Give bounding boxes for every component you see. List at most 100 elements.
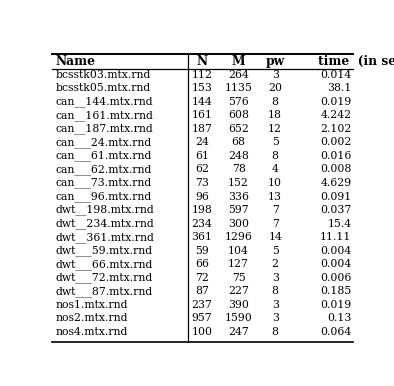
Text: 1590: 1590 [225, 313, 253, 323]
Text: 68: 68 [232, 137, 245, 147]
Text: 100: 100 [191, 327, 212, 337]
Text: can___61.mtx.rnd: can___61.mtx.rnd [55, 151, 152, 161]
Text: can___62.mtx.rnd: can___62.mtx.rnd [55, 164, 152, 175]
Text: 1135: 1135 [225, 83, 253, 93]
Text: M: M [232, 55, 245, 68]
Text: can___96.mtx.rnd: can___96.mtx.rnd [55, 191, 152, 202]
Text: 20: 20 [268, 83, 282, 93]
Text: 3: 3 [272, 300, 279, 310]
Text: 576: 576 [228, 97, 249, 107]
Text: 3: 3 [272, 70, 279, 80]
Text: 0.008: 0.008 [320, 164, 351, 174]
Text: 15.4: 15.4 [327, 218, 351, 229]
Text: can__161.mtx.rnd: can__161.mtx.rnd [55, 110, 153, 121]
Text: 0.037: 0.037 [320, 205, 351, 215]
Text: 390: 390 [228, 300, 249, 310]
Text: 59: 59 [195, 246, 209, 256]
Text: 957: 957 [191, 313, 212, 323]
Text: 62: 62 [195, 164, 209, 174]
Text: 75: 75 [232, 273, 245, 283]
Text: 0.016: 0.016 [320, 151, 351, 161]
Text: 0.006: 0.006 [320, 273, 351, 283]
Text: 8: 8 [272, 327, 279, 337]
Text: 96: 96 [195, 191, 209, 201]
Text: 0.002: 0.002 [320, 137, 351, 147]
Text: 361: 361 [191, 232, 212, 242]
Text: 187: 187 [191, 124, 212, 134]
Text: nos2.mtx.rnd: nos2.mtx.rnd [55, 313, 128, 323]
Text: 336: 336 [228, 191, 249, 201]
Text: 0.019: 0.019 [320, 300, 351, 310]
Text: bcsstk03.mtx.rnd: bcsstk03.mtx.rnd [55, 70, 151, 80]
Text: dwt__198.mtx.rnd: dwt__198.mtx.rnd [55, 205, 154, 215]
Text: 127: 127 [228, 259, 249, 269]
Text: can___24.mtx.rnd: can___24.mtx.rnd [55, 137, 152, 148]
Text: N: N [196, 55, 208, 68]
Text: 652: 652 [228, 124, 249, 134]
Text: dwt___59.mtx.rnd: dwt___59.mtx.rnd [55, 245, 152, 256]
Text: 4.242: 4.242 [320, 110, 351, 120]
Text: time  (in sec.): time (in sec.) [318, 55, 394, 68]
Text: nos1.mtx.rnd: nos1.mtx.rnd [55, 300, 128, 310]
Text: 13: 13 [268, 191, 282, 201]
Text: pw: pw [266, 55, 285, 68]
Text: 2.102: 2.102 [320, 124, 351, 134]
Text: 152: 152 [228, 178, 249, 188]
Text: 72: 72 [195, 273, 209, 283]
Text: 198: 198 [191, 205, 212, 215]
Text: 0.091: 0.091 [320, 191, 351, 201]
Text: dwt___66.mtx.rnd: dwt___66.mtx.rnd [55, 259, 153, 269]
Text: 2: 2 [272, 259, 279, 269]
Text: dwt__234.mtx.rnd: dwt__234.mtx.rnd [55, 218, 154, 229]
Text: 161: 161 [191, 110, 212, 120]
Text: 12: 12 [268, 124, 282, 134]
Text: 8: 8 [272, 151, 279, 161]
Text: 10: 10 [268, 178, 282, 188]
Text: 8: 8 [272, 286, 279, 296]
Text: 11.11: 11.11 [320, 232, 351, 242]
Text: 0.004: 0.004 [320, 259, 351, 269]
Text: can___73.mtx.rnd: can___73.mtx.rnd [55, 178, 152, 188]
Text: 264: 264 [228, 70, 249, 80]
Text: 597: 597 [228, 205, 249, 215]
Text: 3: 3 [272, 273, 279, 283]
Text: 14: 14 [268, 232, 282, 242]
Text: 0.014: 0.014 [320, 70, 351, 80]
Text: 3: 3 [272, 313, 279, 323]
Text: 8: 8 [272, 97, 279, 107]
Text: 4: 4 [272, 164, 279, 174]
Text: 24: 24 [195, 137, 209, 147]
Text: nos4.mtx.rnd: nos4.mtx.rnd [55, 327, 128, 337]
Text: dwt___72.mtx.rnd: dwt___72.mtx.rnd [55, 273, 152, 283]
Text: 78: 78 [232, 164, 245, 174]
Text: 227: 227 [228, 286, 249, 296]
Text: 5: 5 [272, 137, 279, 147]
Text: 18: 18 [268, 110, 282, 120]
Text: 234: 234 [191, 218, 212, 229]
Text: 153: 153 [191, 83, 212, 93]
Text: Name: Name [55, 55, 95, 68]
Text: 0.185: 0.185 [320, 286, 351, 296]
Text: can__187.mtx.rnd: can__187.mtx.rnd [55, 124, 153, 134]
Text: 144: 144 [191, 97, 212, 107]
Text: 104: 104 [228, 246, 249, 256]
Text: dwt___87.mtx.rnd: dwt___87.mtx.rnd [55, 286, 152, 297]
Text: 38.1: 38.1 [327, 83, 351, 93]
Text: 61: 61 [195, 151, 209, 161]
Text: 237: 237 [191, 300, 212, 310]
Text: 5: 5 [272, 246, 279, 256]
Text: 1296: 1296 [225, 232, 253, 242]
Text: bcsstk05.mtx.rnd: bcsstk05.mtx.rnd [55, 83, 151, 93]
Text: 73: 73 [195, 178, 209, 188]
Text: 66: 66 [195, 259, 209, 269]
Text: 247: 247 [228, 327, 249, 337]
Text: 608: 608 [228, 110, 249, 120]
Text: 248: 248 [228, 151, 249, 161]
Text: 0.004: 0.004 [320, 246, 351, 256]
Text: 7: 7 [272, 205, 279, 215]
Text: 87: 87 [195, 286, 209, 296]
Text: 0.019: 0.019 [320, 97, 351, 107]
Text: 0.064: 0.064 [320, 327, 351, 337]
Text: can__144.mtx.rnd: can__144.mtx.rnd [55, 96, 153, 107]
Text: dwt__361.mtx.rnd: dwt__361.mtx.rnd [55, 232, 154, 242]
